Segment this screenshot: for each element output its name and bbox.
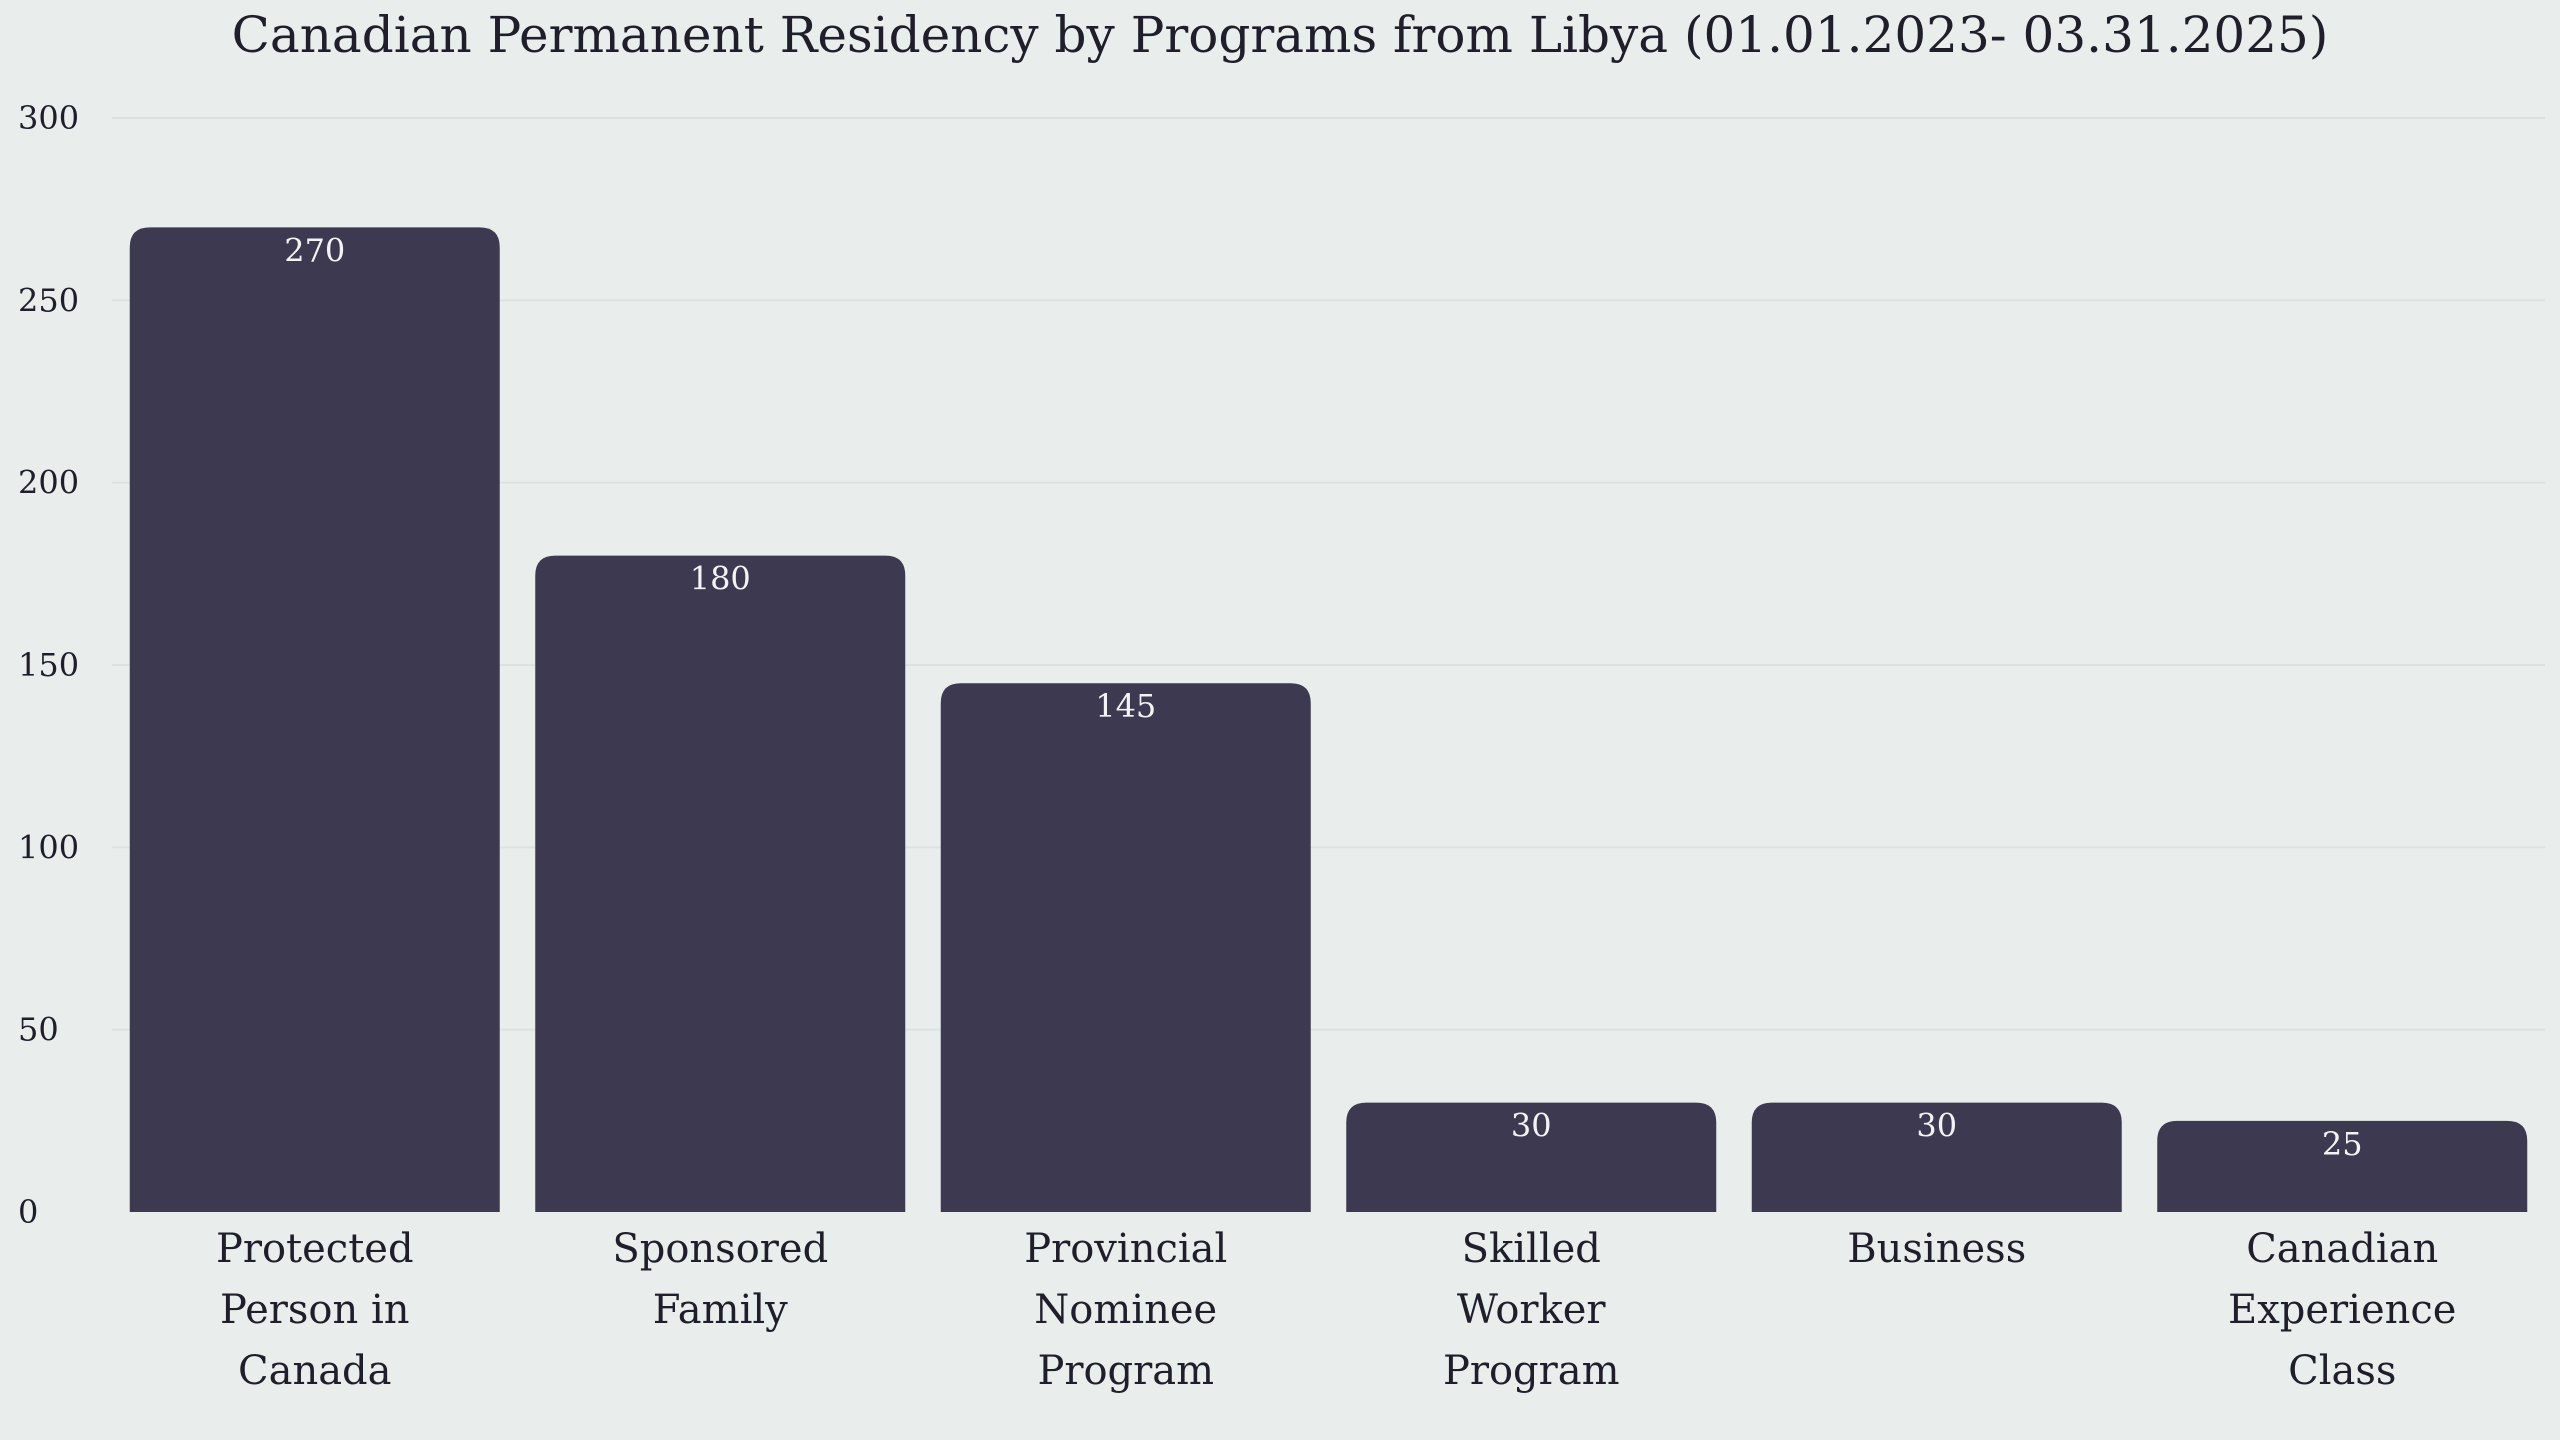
data-label: 180 xyxy=(690,560,751,598)
chart-title: Canadian Permanent Residency by Programs… xyxy=(232,6,2329,64)
x-category-line: Class xyxy=(2288,1348,2396,1394)
x-category-line: Provincial xyxy=(1024,1226,1227,1272)
y-tick-label: 0 xyxy=(18,1193,38,1231)
bar xyxy=(2157,1120,2528,1212)
x-category-label: Business xyxy=(1847,1226,2026,1272)
x-category-line: Experience xyxy=(2228,1287,2456,1333)
grid-lines xyxy=(112,117,2545,1031)
data-label: 30 xyxy=(1916,1107,1957,1145)
bar xyxy=(535,555,906,1212)
x-category-line: Skilled xyxy=(1462,1226,1601,1272)
data-label: 145 xyxy=(1095,687,1156,725)
bar xyxy=(1346,1102,1717,1212)
y-tick-label: 100 xyxy=(18,828,79,866)
x-category-label: Canadian Experience Class xyxy=(2228,1226,2456,1394)
y-axis-ticks: 0 50 100 150 200 250 300 xyxy=(18,99,79,1231)
data-label: 270 xyxy=(284,231,345,269)
data-labels: 270 180 145 30 30 25 xyxy=(284,231,2362,1162)
x-category-line: Worker xyxy=(1457,1287,1607,1333)
x-category-line: Person in xyxy=(220,1287,410,1333)
y-tick-label: 300 xyxy=(18,99,79,137)
bars xyxy=(129,227,2528,1212)
x-category-line: Protected xyxy=(216,1226,414,1272)
bar xyxy=(1751,1102,2122,1212)
x-category-label: Skilled Worker Program xyxy=(1443,1226,1620,1394)
x-category-line: Family xyxy=(653,1287,788,1333)
y-tick-label: 250 xyxy=(18,281,79,319)
y-tick-label: 150 xyxy=(18,646,79,684)
y-tick-label: 50 xyxy=(18,1011,59,1049)
x-category-label: Sponsored Family xyxy=(612,1226,828,1333)
x-category-label: Provincial Nominee Program xyxy=(1024,1226,1227,1394)
x-category-line: Sponsored xyxy=(612,1226,828,1272)
x-category-label: Protected Person in Canada xyxy=(216,1226,414,1394)
bar xyxy=(129,227,500,1212)
data-label: 25 xyxy=(2322,1125,2363,1163)
x-category-line: Program xyxy=(1443,1348,1620,1394)
x-category-line: Program xyxy=(1037,1348,1214,1394)
x-category-line: Business xyxy=(1847,1226,2026,1272)
x-category-line: Canada xyxy=(238,1348,392,1394)
x-axis-categories: Protected Person in Canada Sponsored Family P… xyxy=(216,1226,2457,1394)
x-category-line: Nominee xyxy=(1034,1287,1217,1333)
x-category-line: Canadian xyxy=(2246,1226,2438,1272)
bar xyxy=(940,683,1311,1212)
data-label: 30 xyxy=(1511,1107,1552,1145)
y-tick-label: 200 xyxy=(18,464,79,502)
